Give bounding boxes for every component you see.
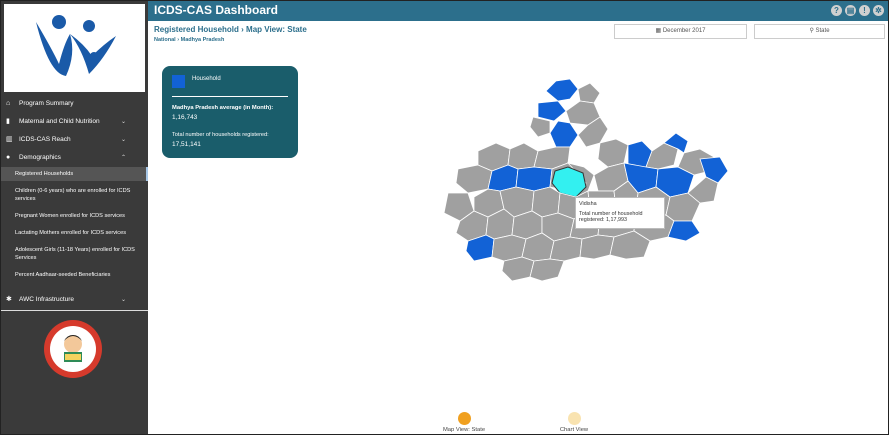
card-divider (172, 96, 288, 97)
map-district (577, 116, 609, 148)
average-label: Madhya Pradesh average (in Month): (172, 105, 274, 111)
chevron-up-icon: ⌃ (120, 155, 126, 161)
sidebar-item-label: ICDS-CAS Reach (19, 136, 71, 143)
map-district (687, 176, 719, 204)
users-icon: ● (6, 154, 11, 161)
app-title: ICDS-CAS Dashboard (154, 3, 279, 17)
chevron-right-icon: › (241, 25, 247, 34)
date-filter-value: December 2017 (662, 28, 706, 34)
bottle-icon: ▮ (6, 118, 10, 125)
map-district-hover (551, 166, 587, 198)
sidebar-item-demographics[interactable]: ● Demographics ⌃ (1, 149, 148, 167)
sidebar-item-maternal-child-nutrition[interactable]: ▮ Maternal and Child Nutrition ⌄ (1, 113, 148, 131)
sidebar-subitem-pregnant-women[interactable]: Pregnant Women enrolled for ICDS service… (15, 213, 125, 219)
view-indicator-dot[interactable] (567, 412, 581, 425)
map-district (549, 236, 583, 262)
sidebar-item-label: Program Summary (19, 100, 74, 107)
page-title: Registered Household › Map View: State (154, 25, 307, 34)
home-icon: ⌂ (6, 100, 11, 107)
legend-label: Household (192, 76, 221, 82)
sidebar-divider (1, 310, 148, 311)
legend-swatch (172, 75, 185, 88)
info-card: Household Madhya Pradesh average (in Mon… (162, 66, 298, 158)
sidebar: ⌂ Program Summary ▮ Maternal and Child N… (1, 1, 148, 434)
map-district (515, 166, 553, 192)
view-indicator-dot[interactable] (457, 412, 471, 425)
page-view-name: Map View: State (246, 25, 307, 34)
view-map-state[interactable]: Map View: State (434, 412, 494, 433)
sidebar-item-awc-infrastructure[interactable]: ✱ AWC Infrastructure ⌄ (1, 291, 148, 309)
map-district (529, 116, 551, 138)
map-district (577, 82, 601, 104)
map-district (667, 220, 701, 242)
chevron-right-icon: › (177, 37, 181, 43)
sidebar-item-label: Demographics (19, 154, 61, 161)
map-district (531, 186, 561, 218)
map-district (549, 120, 579, 148)
map-district (579, 234, 615, 260)
gear-icon[interactable]: ✲ (873, 5, 884, 16)
map-district (609, 230, 651, 260)
location-pin-icon: ⚲ (809, 28, 816, 34)
sidebar-item-program-summary[interactable]: ⌂ Program Summary (1, 95, 148, 113)
sidebar-subitem-registered-households[interactable]: Registered Households (1, 167, 148, 181)
header-bar: ICDS-CAS Dashboard ? ▤ ! ✲ (148, 1, 888, 21)
tooltip-label: Total number of household registered: 1,… (579, 211, 643, 223)
breadcrumb-national[interactable]: National (154, 37, 176, 43)
settings-icon: ✱ (6, 296, 12, 303)
beti-bachao-logo (1, 311, 148, 434)
map-district (529, 258, 565, 282)
sidebar-item-label: Maternal and Child Nutrition (19, 118, 100, 125)
view-label: Map View: State (442, 427, 486, 433)
sidebar-subitem-aadhaar-seeded[interactable]: Percent Aadhaar-seeded Beneficiaries (15, 272, 111, 278)
average-value: 1,16,743 (172, 114, 198, 121)
sidebar-subitem-children[interactable]: Children (0-6 years) who are enrolled fo… (15, 188, 131, 202)
warning-icon[interactable]: ! (859, 5, 870, 16)
sidebar-item-icds-cas-reach[interactable]: ▥ ICDS-CAS Reach ⌄ (1, 131, 148, 149)
map-tooltip: Vidisha Total number of household regist… (575, 197, 665, 229)
sidebar-subitem-adolescent-girls[interactable]: Adolescent Girls (11-18 Years) enrolled … (15, 247, 135, 261)
sidebar-subitem-lactating-mothers[interactable]: Lactating Mothers enrolled for ICDS serv… (15, 230, 126, 236)
icds-logo (4, 4, 145, 92)
chevron-down-icon: ⌄ (120, 137, 126, 143)
sidebar-nav: ⌂ Program Summary ▮ Maternal and Child N… (1, 95, 148, 309)
calendar-icon: ▦ (655, 28, 663, 34)
state-map[interactable] (438, 71, 738, 291)
view-chart[interactable]: Chart View (544, 412, 604, 433)
breadcrumb: National › Madhya Pradesh (154, 37, 224, 43)
tooltip-value: 1,17,993 (605, 217, 627, 223)
chevron-down-icon: ⌄ (120, 297, 126, 303)
location-filter-value: State (815, 28, 830, 34)
total-value: 17,51,141 (172, 141, 201, 148)
header-icons: ? ▤ ! ✲ (831, 5, 884, 16)
total-label: Total number of households registered: (172, 132, 269, 138)
date-filter[interactable]: ▦ December 2017 (614, 24, 747, 39)
bar-chart-icon: ▥ (6, 136, 13, 143)
chevron-down-icon: ⌄ (120, 119, 126, 125)
map-district (699, 156, 729, 184)
sidebar-item-label: AWC Infrastructure (19, 296, 75, 303)
help-icon[interactable]: ? (831, 5, 842, 16)
page-heading: Registered Household (154, 25, 239, 34)
map-district (455, 164, 493, 194)
map-district (507, 142, 539, 170)
tooltip-district: Vidisha (579, 201, 597, 207)
view-label: Chart View (559, 427, 589, 433)
print-icon[interactable]: ▤ (845, 5, 856, 16)
location-filter[interactable]: ⚲ State (754, 24, 885, 39)
map-district (501, 256, 535, 282)
breadcrumb-state[interactable]: Madhya Pradesh (180, 37, 225, 43)
map-district (537, 100, 567, 122)
map-district (545, 78, 579, 102)
main-content: ICDS-CAS Dashboard ? ▤ ! ✲ Registered Ho… (148, 1, 888, 434)
map-district (663, 132, 689, 154)
